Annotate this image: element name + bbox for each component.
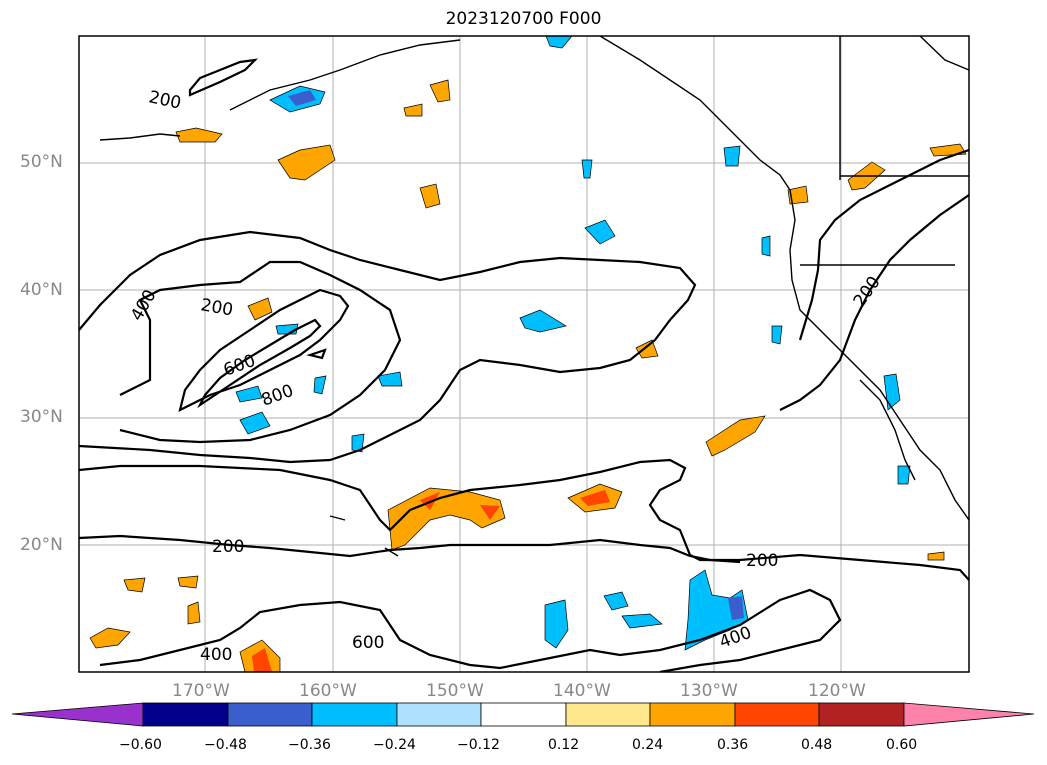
contour-label: 200 xyxy=(746,551,778,571)
contour-label: 600 xyxy=(352,633,384,653)
contour-label: 800 xyxy=(259,381,296,411)
colorbar-tick: −0.48 xyxy=(204,737,247,753)
colorbar-segment xyxy=(311,702,398,727)
coastlines xyxy=(99,36,969,557)
lon-label: 120°W xyxy=(808,681,866,701)
colorbar-tick: −0.36 xyxy=(288,737,331,753)
lat-label: 30°N xyxy=(20,407,63,427)
lon-label: 150°W xyxy=(426,681,484,701)
lon-label: 170°W xyxy=(172,681,230,701)
colorbar-segment xyxy=(396,702,482,727)
colorbar-tick: −0.24 xyxy=(373,737,416,753)
map-frame xyxy=(78,35,970,673)
contour-label: 200 xyxy=(199,295,234,320)
colorbar xyxy=(11,702,1035,727)
colorbar-under xyxy=(11,702,144,727)
contour-lines xyxy=(79,58,969,672)
colorbar-tick: 0.36 xyxy=(717,737,749,753)
colorbar-segment xyxy=(818,702,905,727)
lat-label: 40°N xyxy=(20,280,63,300)
lon-label: 140°W xyxy=(553,681,611,701)
colorbar-tick: 0.24 xyxy=(632,737,664,753)
contour-label: 200 xyxy=(147,87,183,113)
colorbar-tick: −0.60 xyxy=(119,737,162,753)
colorbar-segment xyxy=(649,702,736,727)
contour-label: 600 xyxy=(221,351,258,381)
colorbar-segment xyxy=(734,702,820,727)
colorbar-tick: 0.48 xyxy=(801,737,833,753)
colorbar-over xyxy=(903,702,1035,727)
lat-label: 50°N xyxy=(20,152,63,172)
lon-label: 160°W xyxy=(299,681,357,701)
colorbar-tick: 0.12 xyxy=(548,737,580,753)
colorbar-segment xyxy=(480,702,567,727)
contour-label: 200 xyxy=(850,273,885,311)
lat-label: 20°N xyxy=(20,535,63,555)
negative-anomaly-areas xyxy=(235,36,911,651)
colorbar-tick: 0.60 xyxy=(886,737,918,753)
contour-label: 200 xyxy=(212,537,244,557)
gridlines xyxy=(79,36,969,672)
colorbar-segment xyxy=(227,702,313,727)
colorbar-segment xyxy=(565,702,651,727)
lon-label: 130°W xyxy=(680,681,738,701)
contour-labels: 200 400 200 600 800 200 200 200 400 600 … xyxy=(127,87,885,665)
map-title: 2023120700 F000 xyxy=(445,9,602,29)
colorbar-segment xyxy=(142,702,229,727)
colorbar-tick: −0.12 xyxy=(457,737,500,753)
contour-label: 400 xyxy=(200,645,232,665)
